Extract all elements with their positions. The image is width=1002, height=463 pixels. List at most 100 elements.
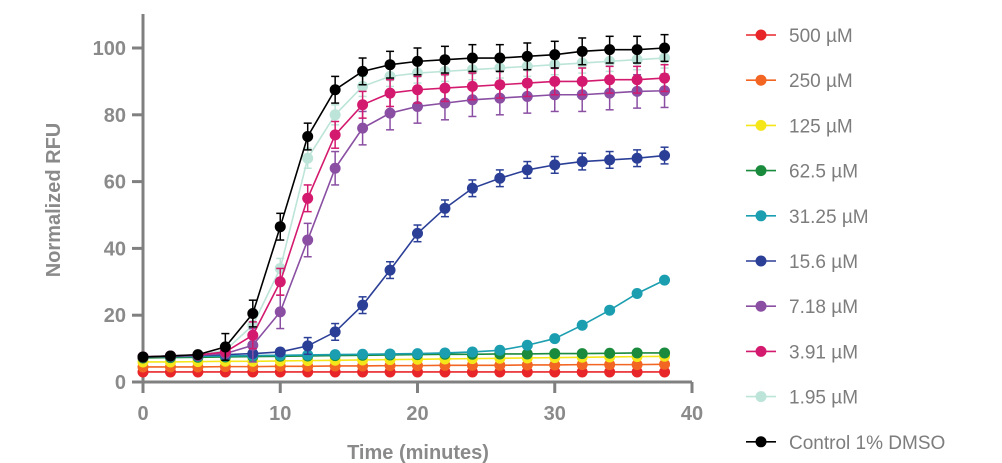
data-point [357,99,369,111]
data-point [466,80,478,92]
legend-label: 1.95 µM [789,388,858,409]
data-point [659,150,671,162]
data-point [659,72,671,84]
legend-item: 7.18 µM [746,297,858,318]
legend-label: 250 µM [789,71,853,92]
data-point [384,87,396,99]
data-point [549,333,561,345]
data-point [164,350,176,362]
legend-item: 1.95 µM [746,388,858,409]
series-7-18-m [137,73,671,363]
legend-label: 31.25 µM [789,207,869,228]
data-point [521,339,533,351]
data-point [466,346,478,358]
data-point [659,358,671,370]
data-point [494,344,506,356]
data-point [631,74,643,86]
data-point [329,349,341,361]
legend-label: 3.91 µM [789,342,858,363]
y-tick-label: 60 [104,172,126,194]
data-point [631,152,643,164]
x-axis-title: Time (minutes) [347,442,489,463]
legend-marker [755,436,767,448]
data-point [659,274,671,286]
legend-marker [755,255,767,267]
data-point [412,227,423,239]
legend-label: Control 1% DMSO [789,433,945,454]
data-point [247,329,259,341]
series-group [137,33,671,378]
series-line [142,89,665,358]
series-1-95-m [137,47,671,363]
legend-marker [755,391,767,403]
data-point [466,182,478,194]
data-point [329,84,341,96]
data-point [329,109,341,121]
x-ticks: 0 10 20 30 40 [137,382,703,425]
data-point [192,349,204,361]
data-point [631,359,643,371]
legend-item: 250 µM [746,71,853,92]
series-15-6-m [137,146,671,363]
legend-item: 3.91 µM [746,342,858,363]
data-point [384,59,396,71]
data-point [302,152,314,164]
data-point [357,80,369,92]
legend-item: 15.6 µM [746,252,858,273]
series-line [142,57,665,358]
data-point [604,347,616,359]
data-point [576,156,588,168]
data-point [604,359,616,371]
legend-item: Control 1% DMSO [746,433,945,454]
legend-marker [755,300,767,312]
data-point [604,304,616,316]
data-point [576,319,588,331]
legend-label: 125 µM [789,116,853,137]
y-tick-label: 100 [93,38,126,60]
data-point [521,77,533,89]
data-point [659,347,671,359]
data-point [357,65,369,77]
x-tick-label: 40 [681,403,703,425]
data-point [412,55,423,67]
data-point [329,129,341,141]
data-point [549,75,561,87]
data-point [631,44,643,56]
data-point [549,159,561,171]
y-tick-label: 0 [115,372,126,394]
y-tick-label: 40 [104,238,126,260]
legend-label: 500 µM [789,26,853,47]
data-point [302,234,314,246]
y-axis-title: Normalized RFU [43,123,65,277]
legend-label: 15.6 µM [789,252,858,273]
data-point [466,52,478,64]
data-point [439,97,451,109]
data-point [137,351,149,363]
data-point [274,221,286,233]
data-point [576,75,588,87]
data-point [219,341,231,353]
legend-label: 7.18 µM [789,297,858,318]
data-point [329,326,341,338]
data-point [274,276,286,288]
data-point [659,42,671,54]
data-point [384,264,396,276]
legend-marker [755,165,767,177]
data-point [357,122,369,134]
data-point [329,162,341,174]
data-point [604,74,616,86]
data-point [494,79,506,91]
data-point [439,82,451,94]
data-point [439,54,451,66]
data-point [384,348,396,360]
data-point [357,348,369,360]
legend-item: 500 µM [746,26,853,47]
data-point [274,306,286,318]
data-point [576,348,588,360]
y-tick-label: 80 [104,105,126,127]
legend-item: 31.25 µM [746,207,869,228]
data-point [494,172,506,184]
legend-marker [755,345,767,357]
data-point [549,49,561,61]
